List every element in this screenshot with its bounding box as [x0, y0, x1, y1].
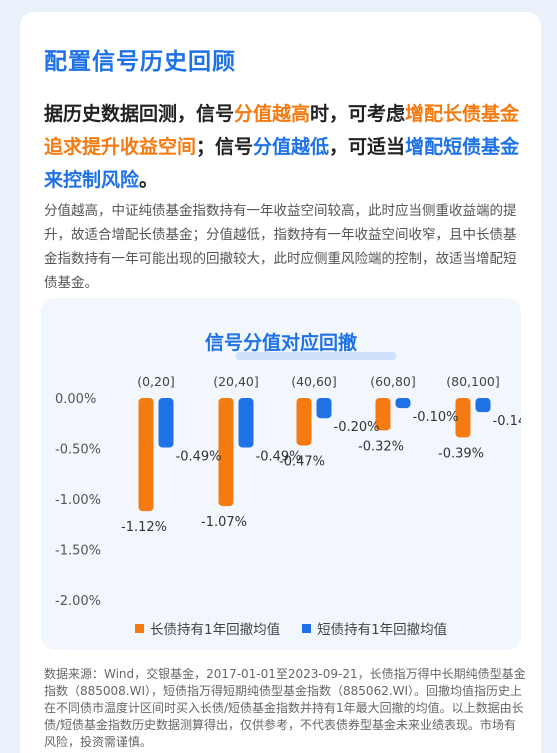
- short-bond-value-label: -0.49%: [176, 449, 222, 464]
- short-bond-bar: [316, 398, 332, 419]
- data-source-note: 数据来源：Wind，交银基金，2017-01-01至2023-09-21，长债指…: [44, 667, 526, 749]
- lead-text-2: 时，可考虑: [310, 103, 406, 125]
- long-bond-value-label: -0.47%: [279, 454, 325, 469]
- category-label: (20,40]: [213, 374, 259, 389]
- long-bond-bar: [138, 398, 154, 512]
- y-tick-label: -0.50%: [55, 443, 101, 458]
- legend-swatch-blue: [302, 623, 312, 633]
- y-tick-label: -1.50%: [55, 544, 101, 559]
- lead-text-4: ，可适当: [329, 136, 406, 158]
- long-bond-value-label: -0.32%: [358, 439, 404, 454]
- long-bond-value-label: -1.07%: [201, 515, 247, 530]
- legend-item-short-bond: 短债持有1年回撤均值: [302, 618, 447, 638]
- lead-text-1: 据历史数据回测，信号: [44, 103, 235, 125]
- chart-panel: 信号分值对应回撤 0.00% -0.50% -1.00% -1.50% -2.00% (0…: [41, 298, 521, 650]
- long-bond-value-label: -1.12%: [121, 520, 167, 535]
- y-tick-label: -2.00%: [55, 594, 101, 609]
- y-tick-label: -1.00%: [55, 493, 101, 508]
- long-bond-bar: [455, 398, 471, 438]
- short-bond-bar: [475, 398, 491, 413]
- short-bond-value-label: -0.10%: [413, 410, 459, 425]
- content-card: 配置信号历史回顾 据历史数据回测，信号分值越高时，可考虑增配长债基金追求提升收益…: [20, 12, 541, 753]
- category-label: (40,60]: [291, 374, 337, 389]
- lead-highlight-low: 分值越低: [253, 136, 330, 158]
- legend-label-short-bond: 短债持有1年回撤均值: [317, 622, 448, 638]
- long-bond-value-label: -0.39%: [438, 446, 484, 461]
- chart-legend: 长债持有1年回撤均值 短债持有1年回撤均值: [135, 618, 447, 638]
- long-bond-bar: [296, 398, 312, 446]
- short-bond-value-label: -0.49%: [256, 449, 302, 464]
- short-bond-bar: [158, 398, 174, 448]
- short-bond-value-label: -0.14%: [493, 414, 522, 429]
- long-bond-bar: [375, 398, 391, 431]
- short-bond-bar: [395, 398, 411, 409]
- drawdown-bar-chart: 0.00% -0.50% -1.00% -1.50% -2.00% (0,20] (20,4…: [55, 374, 522, 609]
- category-label: (0,20]: [137, 374, 175, 389]
- category-label: (60,80]: [370, 374, 416, 389]
- lead-highlight-high: 分值越高: [234, 103, 311, 125]
- lead-highlight-long-bond: 增配长债基金追求提升收益空间: [44, 103, 520, 158]
- explanation-paragraph: 分值越高，中证纯债基金指数持有一年收益空间较高，此时应当侧重收益端的提升，故适合…: [44, 203, 517, 291]
- chart-title: 信号分值对应回撤: [204, 332, 357, 354]
- legend-item-long-bond: 长债持有1年回撤均值: [135, 618, 280, 638]
- legend-label-long-bond: 长债持有1年回撤均值: [150, 622, 281, 638]
- y-tick-label: 0.00%: [55, 392, 96, 407]
- category-label: (80,100]: [446, 374, 500, 389]
- lead-highlight-short-bond: 增配短债基金来控制风险: [44, 136, 520, 191]
- lead-text-5: 。: [139, 169, 159, 191]
- lead-paragraph: 据历史数据回测，信号分值越高时，可考虑增配长债基金追求提升收益空间；信号分值越低…: [44, 98, 524, 197]
- legend-swatch-orange: [135, 623, 144, 633]
- lead-text-3: ；信号: [196, 136, 254, 158]
- short-bond-value-label: -0.20%: [334, 420, 380, 435]
- page-title: 配置信号历史回顾: [44, 49, 236, 75]
- short-bond-bar: [238, 398, 254, 448]
- chart-title-underline: [236, 352, 396, 360]
- long-bond-bar: [218, 398, 234, 507]
